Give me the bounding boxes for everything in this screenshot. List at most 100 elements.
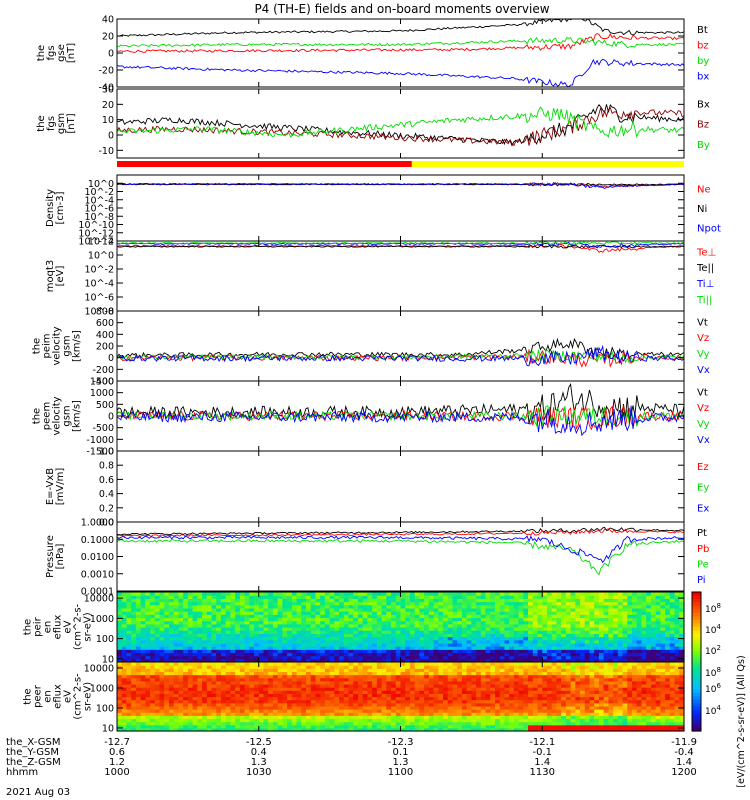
spectrogram-cell (386, 620, 392, 625)
spectrogram-cell (457, 668, 463, 673)
spectrogram-cell (480, 677, 487, 682)
spectrogram-cell (230, 690, 236, 694)
spectrogram-cell (386, 727, 392, 732)
spectrogram-cell (126, 693, 132, 698)
y-tick-label: 10 (102, 654, 114, 665)
spectrogram-cell (324, 607, 331, 612)
spectrogram-cell (187, 620, 194, 625)
spectrogram-cell (461, 702, 468, 707)
spectrogram-cell (627, 617, 633, 622)
spectrogram-cell (159, 630, 165, 634)
spectrogram-cell (400, 721, 406, 726)
spectrogram-cell (202, 630, 208, 634)
spectrogram-cell (395, 715, 402, 720)
spectrogram-cell (334, 633, 340, 638)
spectrogram-cell (627, 592, 633, 596)
spectrogram-cell (183, 671, 189, 676)
spectrogram-cell (376, 598, 383, 603)
spectrogram-cell (409, 614, 416, 619)
spectrogram-cell (381, 630, 387, 634)
spectrogram-cell (480, 598, 487, 603)
spectrogram-cell (220, 607, 227, 612)
spectrogram-cell (249, 709, 255, 713)
spectrogram-cell (225, 636, 231, 641)
spectrogram-cell (381, 699, 387, 704)
spectrogram-cell (608, 614, 614, 619)
spectrogram-cell (376, 652, 383, 657)
spectrogram-cell (324, 690, 331, 694)
spectrogram-cell (490, 712, 496, 716)
spectrogram-cell (367, 658, 373, 663)
spectrogram-cell (339, 601, 345, 606)
spectrogram-cell (414, 636, 420, 641)
spectrogram-cell (159, 649, 165, 654)
spectrogram-cell (414, 674, 420, 679)
spectrogram-cell (608, 639, 614, 644)
spectrogram-cell (282, 721, 288, 726)
spectrogram-cell (443, 614, 449, 619)
spectrogram-cell (357, 649, 364, 654)
spectrogram-cell (353, 662, 359, 666)
spectrogram-cell (636, 592, 643, 596)
spectrogram-cell (551, 607, 558, 612)
spectrogram-cell (173, 649, 180, 654)
spectrogram-cell (461, 639, 468, 644)
spectrogram-cell (197, 636, 203, 641)
spectrogram-cell (665, 592, 671, 596)
spectrogram-cell (178, 709, 184, 713)
spectrogram-cell (565, 630, 572, 634)
spectrogram-cell (178, 592, 184, 596)
spectrogram-cell (282, 595, 288, 599)
spectrogram-cell (197, 687, 203, 691)
spectrogram-cell (655, 611, 661, 615)
spectrogram-cell (306, 630, 312, 634)
spectrogram-cell (381, 677, 387, 682)
spectrogram-cell (613, 607, 619, 612)
spectrogram-cell (282, 715, 288, 720)
spectrogram-cell (277, 662, 283, 666)
spectrogram-cell (443, 627, 449, 631)
spectrogram-cell (239, 727, 246, 732)
spectrogram-cell (641, 623, 647, 628)
spectrogram-cell (424, 601, 430, 606)
spectrogram-cell (310, 702, 317, 707)
spectrogram-cell (282, 658, 288, 663)
spectrogram-cell (608, 633, 614, 638)
spectrogram-cell (386, 598, 392, 603)
spectrogram-cell (414, 718, 420, 723)
spectrogram-cell (357, 592, 364, 596)
spectrogram-cell (594, 627, 600, 631)
spectrogram-cell (282, 727, 288, 732)
spectrogram-cell (268, 649, 274, 654)
spectrogram-cell (173, 724, 180, 729)
y-tick-label: 10^-12 (78, 228, 114, 239)
spectrogram-cell (244, 646, 250, 650)
spectrogram-cell (306, 721, 312, 726)
spectrogram-cell (466, 595, 472, 599)
spectrogram-cell (282, 607, 288, 612)
spectrogram-cell (343, 652, 350, 657)
spectrogram-cell (235, 649, 241, 654)
spectrogram-cell (164, 662, 170, 666)
spectrogram-cell (140, 671, 146, 676)
spectrogram-cell (154, 601, 161, 606)
spectrogram-cell (537, 639, 543, 644)
spectrogram-cell (372, 687, 378, 691)
spectrogram-cell (206, 604, 213, 609)
spectrogram-cell (357, 696, 364, 701)
spectrogram-cell (272, 595, 279, 599)
spectrogram-cell (532, 680, 539, 685)
spectrogram-cell (452, 693, 458, 698)
spectrogram-cell (183, 690, 189, 694)
spectrogram-cell (178, 636, 184, 641)
spectrogram-cell (495, 639, 501, 644)
spectrogram-cell (187, 702, 194, 707)
spectrogram-cell (117, 623, 123, 628)
spectrogram-cell (665, 646, 671, 650)
spectrogram-cell (235, 592, 241, 596)
y-tick-label: 20 (102, 32, 114, 43)
spectrogram-cell (400, 604, 406, 609)
y-tick-label: 10000 (84, 594, 114, 605)
spectrogram-cell (168, 639, 175, 644)
spectrogram-cell (263, 680, 269, 685)
